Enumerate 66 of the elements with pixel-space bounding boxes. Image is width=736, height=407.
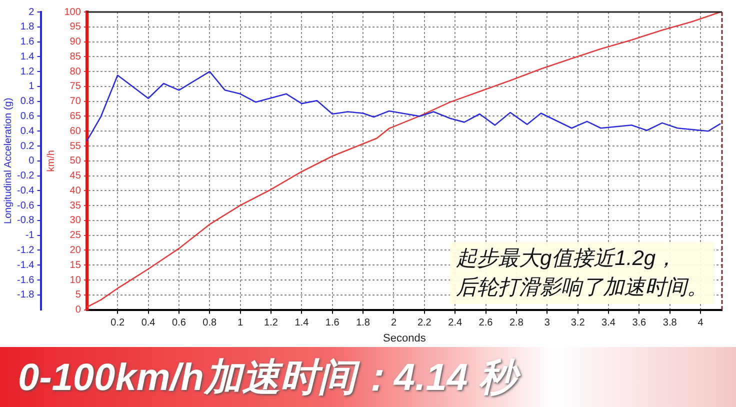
- y2-tick-label: 45: [70, 170, 82, 182]
- x-tick-label: 0.4: [141, 318, 156, 329]
- y-tick-label: 2: [28, 6, 35, 18]
- y2-tick-label: 10: [70, 274, 82, 286]
- x-tick-label: 4: [698, 318, 704, 329]
- x-tick-label: 2.8: [509, 318, 524, 329]
- x-tick-label: 3.2: [570, 318, 586, 329]
- y2-tick-label: 55: [70, 140, 82, 152]
- x-tick-label: 1.2: [264, 318, 278, 329]
- x-tick-label: 2.4: [448, 318, 462, 329]
- x-tick-label: 1.4: [294, 318, 310, 329]
- y2-tick-label: 30: [70, 215, 82, 226]
- y2-tick-label: 15: [70, 260, 82, 271]
- y2-tick-label: 35: [70, 200, 82, 212]
- y-tick-label: 0.2: [20, 140, 35, 152]
- y-tick-label: 1.4: [20, 51, 35, 62]
- y-tick-label: -1: [25, 230, 35, 242]
- y2-tick-label: 20: [70, 244, 82, 256]
- x-tick-label: 2.2: [417, 318, 432, 329]
- x-tick-label: 1.8: [356, 318, 370, 329]
- y2-tick-label: 40: [70, 185, 82, 196]
- y-tick-label: 0.8: [20, 96, 35, 108]
- annotation: 后轮打滑影响了加速时间。: [456, 275, 708, 301]
- y-tick-label: 0.4: [20, 126, 35, 137]
- x-tick-label: 0.2: [110, 318, 125, 329]
- y2-tick-label: 5: [75, 290, 82, 301]
- y-tick-label: -0.6: [16, 200, 35, 212]
- y2-tick-label: 85: [70, 51, 82, 62]
- y2-tick-label: 100: [64, 6, 82, 18]
- x-tick-label: 0.8: [202, 318, 218, 329]
- y-tick-label: -1.8: [16, 290, 35, 301]
- y2-tick-label: 80: [70, 66, 82, 78]
- y2-axis-title: km/h: [46, 150, 57, 172]
- y2-tick-label: 95: [70, 22, 82, 33]
- x-tick-label: 3.4: [602, 318, 616, 329]
- y-tick-label: -1.2: [16, 244, 35, 256]
- x-tick-label: 3.6: [632, 318, 647, 329]
- y2-tick-label: 65: [70, 110, 82, 122]
- y-tick-label: -1.4: [16, 260, 35, 271]
- annotation: 起步最大g值接近1.2g，: [456, 246, 678, 272]
- x-tick-label: 1.6: [325, 318, 340, 329]
- x-tick-label: 1: [238, 318, 244, 329]
- y-tick-label: 1.6: [20, 36, 35, 48]
- y-tick-label: 0: [28, 156, 35, 167]
- y-tick-label: -0.2: [16, 170, 35, 182]
- y-tick-label: -0.4: [16, 185, 35, 196]
- y2-tick-label: 60: [70, 126, 82, 137]
- y2-tick-label: 0: [75, 304, 82, 316]
- x-tick-label: 0.6: [172, 318, 186, 329]
- y2-tick-label: 90: [70, 36, 82, 48]
- y-tick-label: 1.2: [20, 66, 35, 78]
- y2-tick-label: 70: [70, 96, 82, 108]
- y2-tick-label: 50: [70, 156, 82, 167]
- x-axis-title: Seconds: [383, 332, 426, 344]
- y-tick-label: 1: [28, 81, 35, 92]
- x-tick-label: 3: [544, 318, 550, 329]
- y-tick-label: 1.8: [20, 22, 35, 33]
- x-tick-label: 3.8: [662, 318, 678, 329]
- x-tick-label: 2: [390, 318, 397, 329]
- y-tick-label: -1.6: [16, 274, 35, 286]
- y-axis-title: Longitudinal Acceleration (g): [2, 98, 14, 224]
- x-tick-label: 2.6: [478, 318, 494, 329]
- y2-tick-label: 75: [70, 81, 82, 92]
- y2-tick-label: 25: [70, 230, 82, 242]
- y-tick-label: -0.8: [16, 215, 35, 226]
- y-tick-label: 0.6: [20, 110, 35, 122]
